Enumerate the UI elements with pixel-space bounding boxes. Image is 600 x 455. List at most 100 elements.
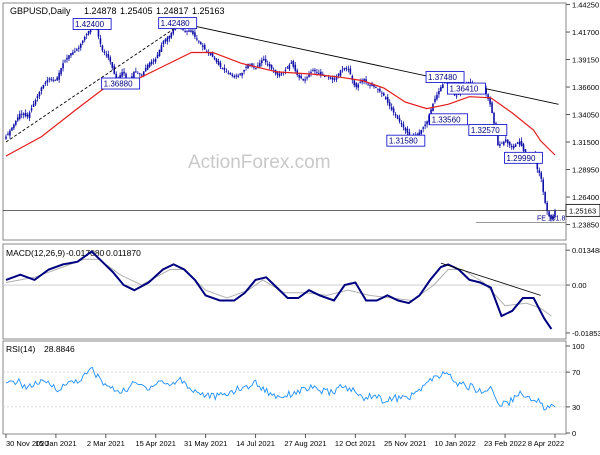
price-candle-body	[493, 112, 495, 124]
price-candle-body	[359, 82, 361, 84]
price-candle-body	[207, 52, 210, 54]
price-candle-body	[379, 88, 381, 92]
price-candle-body	[300, 75, 302, 79]
price-candle-body	[81, 40, 84, 43]
price-candle-body	[544, 191, 546, 203]
price-candle-body	[503, 141, 505, 145]
price-level-label: 1.32570	[471, 126, 500, 135]
price-candle-body	[347, 68, 350, 70]
price-candle-body	[510, 145, 513, 147]
rsi-line	[5, 366, 556, 411]
price-candle-body	[50, 78, 53, 80]
price-level-label: 1.29990	[506, 154, 535, 163]
macd-y-tick-label: 0.013488	[572, 246, 600, 255]
price-candle-body	[32, 104, 35, 107]
price-candle-body	[506, 139, 509, 144]
price-level-label-box	[72, 18, 112, 30]
price-candle-body	[375, 87, 377, 88]
price-candle-body	[314, 69, 316, 72]
price-candle-body	[516, 142, 519, 144]
price-y-tick-label: 1.23850	[572, 221, 599, 230]
last-price-label: 1.25163	[569, 206, 596, 215]
price-y-tick-label: 1.39150	[572, 56, 599, 65]
price-candle-body	[213, 57, 216, 60]
price-candle-body	[402, 124, 405, 128]
price-candle-body	[135, 71, 137, 73]
x-tick-label: 30 Nov 2020	[6, 439, 49, 448]
price-candle-body	[172, 29, 175, 34]
macd-y-tick-label: 0.00	[572, 281, 587, 290]
price-candle-body	[400, 122, 403, 125]
macd-panel-frame	[2, 243, 567, 340]
price-candle-body	[320, 71, 322, 75]
price-candle-body	[247, 63, 249, 69]
price-candle-body	[68, 55, 70, 59]
price-candle-body	[28, 112, 31, 119]
price-candle-body	[294, 64, 297, 71]
x-tick-label: 2 Mar 2021	[87, 439, 125, 448]
rising-trendline	[5, 26, 178, 143]
price-candle-body	[225, 71, 228, 73]
price-candle-body	[290, 62, 293, 64]
price-level-label-box	[158, 17, 198, 30]
price-candle-body	[79, 44, 82, 48]
rsi-panel-frame	[2, 340, 567, 435]
price-candle-body	[239, 73, 241, 75]
x-tick-label: 27 Aug 2021	[284, 439, 326, 448]
price-candle-body	[392, 108, 395, 113]
price-plot: FE 161.8 1.42400 1.42480 1.36880 1.37480 1.36…	[3, 17, 566, 223]
price-candle-body	[408, 132, 411, 136]
price-candle-body	[373, 84, 375, 87]
price-candle-body	[491, 102, 493, 113]
price-y-tick-label: 1.44250	[572, 1, 599, 10]
price-candle-body	[520, 141, 523, 147]
price-y-tick-label: 1.31500	[572, 138, 599, 147]
price-candle-body	[505, 139, 507, 142]
price-candle-body	[253, 66, 255, 68]
price-candle-body	[38, 91, 41, 97]
price-candle-body	[501, 142, 503, 144]
price-candle-body	[30, 108, 33, 111]
x-tick-label: 8 Apr 2022	[528, 439, 564, 448]
rsi-y-tick-label: 30	[572, 403, 580, 412]
macd-value: -0.017080	[66, 248, 105, 258]
price-candle-body	[367, 83, 369, 85]
price-candle-body	[264, 58, 267, 63]
price-candle-body	[105, 54, 108, 56]
price-candle-body	[371, 83, 373, 86]
price-candle-body	[83, 37, 86, 41]
price-candle-body	[9, 130, 11, 136]
price-candle-body	[251, 63, 253, 66]
price-candle-body	[353, 80, 356, 86]
price-y-tick-label: 1.41700	[572, 28, 599, 37]
price-candle-body	[5, 136, 7, 139]
price-candle-body	[156, 54, 159, 59]
price-candle-body	[44, 82, 47, 84]
price-candle-body	[280, 73, 283, 75]
price-level-label-box	[447, 82, 486, 95]
price-candle-body	[60, 68, 62, 75]
price-candle-body	[430, 109, 432, 114]
price-candle-body	[489, 97, 491, 105]
price-candle-body	[26, 114, 29, 117]
price-candle-body	[485, 88, 487, 94]
price-candle-body	[381, 92, 383, 94]
x-tick-label: 10 Jan 2022	[435, 439, 476, 448]
price-candle-body	[398, 118, 401, 122]
price-title: GBPUSD,Daily 1.24878 1.25405 1.24817 1.2…	[10, 6, 225, 16]
x-tick-label: 12 Oct 2021	[335, 439, 376, 448]
macd-name: MACD(12,26,9)	[6, 248, 65, 258]
ohlc-open: 1.24878	[84, 6, 117, 16]
price-candle-body	[322, 74, 324, 76]
price-candle-body	[422, 127, 424, 129]
price-candle-body	[72, 52, 74, 55]
price-candle-body	[205, 51, 208, 52]
macd-line	[5, 250, 553, 330]
price-candle-body	[20, 113, 23, 115]
price-candle-body	[552, 215, 554, 220]
price-candle-body	[270, 65, 273, 69]
price-level-label: 1.36410	[449, 85, 478, 94]
price-candle-body	[121, 72, 123, 77]
